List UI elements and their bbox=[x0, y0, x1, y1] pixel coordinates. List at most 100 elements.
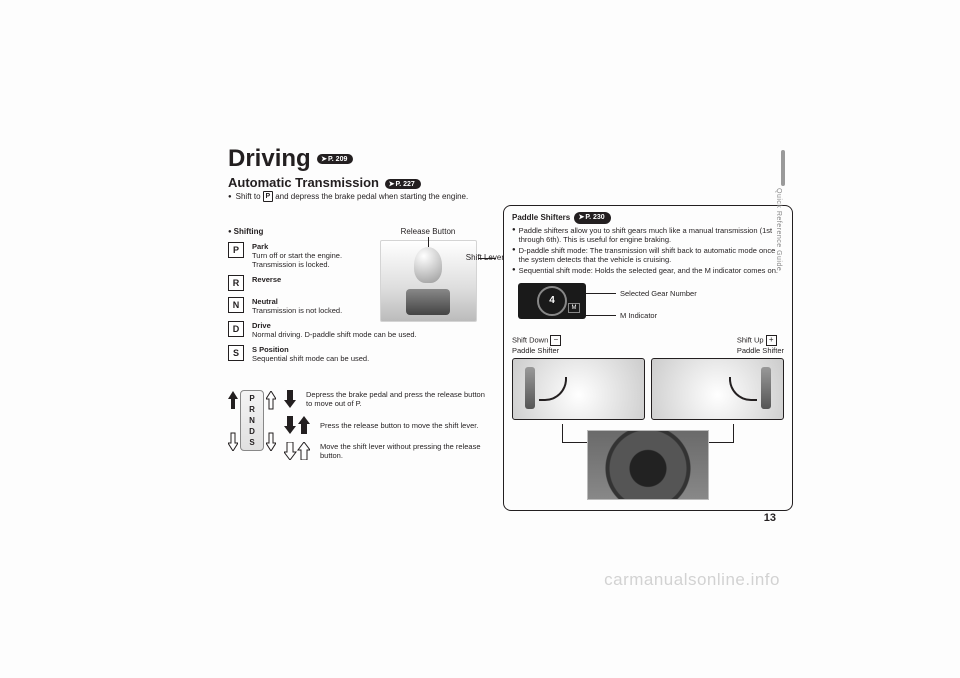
paddle-bullets: Paddle shifters allow you to shift gears… bbox=[512, 226, 784, 276]
intro-pre: Shift to bbox=[236, 192, 261, 201]
gauge-icon: 4 M bbox=[518, 283, 586, 319]
paddle-title-row: Paddle Shifters P. 230 bbox=[512, 212, 784, 224]
steering-wheel-area bbox=[512, 424, 784, 502]
side-tab-label: Quick Reference Guide bbox=[772, 170, 782, 290]
instruction-row: Move the shift lever without pressing th… bbox=[284, 442, 488, 460]
plus-icon: + bbox=[766, 335, 777, 346]
gear-row: S S Position Sequential shift mode can b… bbox=[228, 345, 488, 363]
label-text: Paddle Shifter bbox=[737, 346, 784, 355]
intro-post: and depress the brake pedal when startin… bbox=[275, 192, 468, 201]
steering-wheel-icon bbox=[587, 430, 709, 500]
prnds-arrows-icon: P R N D S bbox=[228, 390, 276, 451]
callout-line-icon bbox=[428, 237, 429, 247]
gauge-area: 4 M Selected Gear Number M Indicator bbox=[512, 279, 784, 329]
instruction-row: Press the release button to move the shi… bbox=[284, 416, 488, 434]
gear-title: Drive bbox=[252, 321, 271, 330]
gear-row: D Drive Normal driving. D-paddle shift m… bbox=[228, 321, 488, 339]
pointer-line-icon bbox=[562, 424, 563, 442]
solid-updown-arrow-icon bbox=[228, 391, 238, 451]
gear-key-p: P bbox=[228, 242, 244, 258]
gear-title: Reverse bbox=[252, 275, 281, 284]
shift-lever-illustration: Release Button Shift Lever bbox=[358, 227, 498, 322]
instruction-line: Depress the brake pedal and press the re… bbox=[306, 390, 485, 408]
gear-text: Park Turn off or start the engine. Trans… bbox=[252, 242, 342, 269]
paddle-labels-row: Shift Down − Paddle Shifter Shift Up + P… bbox=[512, 335, 784, 356]
heading-row: Driving P. 209 bbox=[228, 145, 776, 173]
prnds-n: N bbox=[241, 415, 263, 426]
callout-line-icon bbox=[478, 258, 496, 259]
shift-up-label: Shift Up + Paddle Shifter bbox=[737, 335, 784, 356]
prnds-p: P bbox=[241, 393, 263, 404]
label-text: Shift Down bbox=[512, 335, 548, 344]
gear-desc: Turn off or start the engine. Transmissi… bbox=[252, 251, 342, 269]
solid-updown-arrow-icon bbox=[284, 416, 310, 434]
lever-graphic bbox=[380, 240, 477, 322]
paddle-shifters-box: Paddle Shifters P. 230 Paddle shifters a… bbox=[503, 205, 793, 511]
solid-down-arrow-icon bbox=[284, 390, 296, 408]
paddle-title: Paddle Shifters bbox=[512, 213, 570, 222]
outline-updown-arrow-icon bbox=[284, 442, 310, 460]
arrow-curve-icon bbox=[729, 377, 757, 401]
subheading-text: Automatic Transmission bbox=[228, 175, 379, 190]
release-button-label: Release Button bbox=[358, 227, 498, 236]
paddle-right-icon bbox=[651, 358, 784, 420]
lever-knob-icon bbox=[414, 247, 442, 283]
selected-gear-label: Selected Gear Number bbox=[620, 289, 697, 299]
paddle-page-ref: P. 230 bbox=[574, 212, 610, 224]
gear-key-r: R bbox=[228, 275, 244, 291]
prnds-r: R bbox=[241, 404, 263, 415]
gear-key-n: N bbox=[228, 297, 244, 313]
callout-line-icon bbox=[586, 293, 616, 294]
prnds-s: S bbox=[241, 437, 263, 448]
gear-desc: Transmission is not locked. bbox=[252, 306, 342, 315]
paddle-bullet: Sequential shift mode: Holds the selecte… bbox=[512, 266, 784, 276]
shift-down-label: Shift Down − Paddle Shifter bbox=[512, 335, 561, 356]
pointer-line-icon bbox=[733, 424, 734, 442]
m-indicator-label: M Indicator bbox=[620, 311, 657, 321]
prnds-indicator: P R N D S bbox=[240, 390, 264, 451]
intro-bullet: Shift to P and depress the brake pedal w… bbox=[228, 191, 776, 202]
paddle-left-icon bbox=[512, 358, 645, 420]
selected-gear-number: 4 bbox=[537, 286, 567, 316]
gear-key-d: D bbox=[228, 321, 244, 337]
prnds-d: D bbox=[241, 426, 263, 437]
paddle-lever-icon bbox=[525, 367, 535, 409]
label-text: Shift Up bbox=[737, 335, 764, 344]
m-indicator-box: M bbox=[568, 303, 580, 313]
gear-text: S Position Sequential shift mode can be … bbox=[252, 345, 369, 363]
lever-base-icon bbox=[406, 289, 450, 315]
bullet-text: D-paddle shift mode: The transmission wi… bbox=[519, 246, 784, 265]
paddle-lever-icon bbox=[761, 367, 771, 409]
shift-instructions: P R N D S Depress the bbox=[228, 390, 488, 468]
watermark-text: carmanualsonline.info bbox=[604, 570, 780, 590]
instruction-text: Press the release button to move the shi… bbox=[320, 421, 478, 430]
outline-updown-arrow-icon bbox=[266, 391, 276, 451]
subheading-row: Automatic Transmission P. 227 bbox=[228, 175, 776, 190]
paddle-bullet: Paddle shifters allow you to shift gears… bbox=[512, 226, 784, 245]
gear-text: Drive Normal driving. D-paddle shift mod… bbox=[252, 321, 417, 339]
gear-key-s: S bbox=[228, 345, 244, 361]
paddle-bullet: D-paddle shift mode: The transmission wi… bbox=[512, 246, 784, 265]
subheading-page-ref: P. 227 bbox=[385, 179, 421, 189]
gear-title: Neutral bbox=[252, 297, 278, 306]
gear-title: S Position bbox=[252, 345, 289, 354]
gear-title: Park bbox=[252, 242, 268, 251]
bullet-text: Paddle shifters allow you to shift gears… bbox=[519, 226, 784, 245]
page-heading: Driving bbox=[228, 145, 311, 173]
instruction-text: Move the shift lever without pressing th… bbox=[320, 442, 488, 460]
gear-text: Reverse bbox=[252, 275, 281, 291]
arrow-curve-icon bbox=[539, 377, 567, 401]
gear-desc: Normal driving. D-paddle shift mode can … bbox=[252, 330, 417, 339]
manual-page: Driving P. 209 Automatic Transmission P.… bbox=[228, 145, 776, 202]
callout-line-icon bbox=[586, 315, 616, 316]
minus-icon: − bbox=[550, 335, 561, 346]
page-number: 13 bbox=[764, 512, 776, 524]
heading-page-ref: P. 209 bbox=[317, 154, 353, 164]
instruction-row: Depress the brake pedal and press the re… bbox=[284, 390, 488, 408]
gear-desc: Sequential shift mode can be used. bbox=[252, 354, 369, 363]
paddle-illustration-row bbox=[512, 358, 784, 420]
intro-gear-box: P bbox=[263, 191, 274, 202]
gear-text: Neutral Transmission is not locked. bbox=[252, 297, 342, 315]
instruction-text: Depress the brake pedal and press the re… bbox=[306, 390, 488, 408]
bullet-text: Sequential shift mode: Holds the selecte… bbox=[519, 266, 778, 276]
